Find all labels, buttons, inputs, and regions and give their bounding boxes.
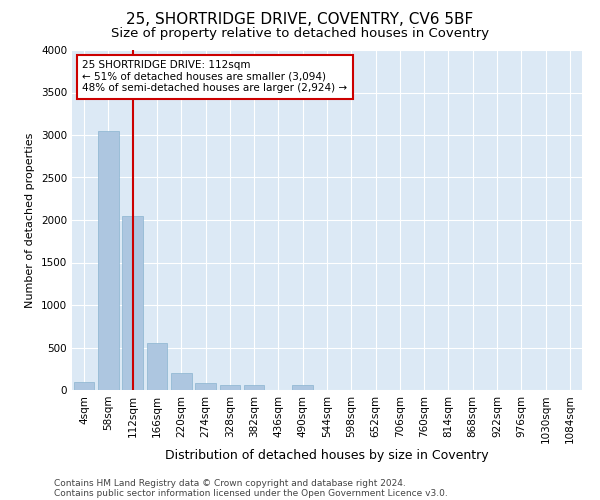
Bar [195,383,216,390]
Bar [244,386,265,390]
Text: Contains public sector information licensed under the Open Government Licence v3: Contains public sector information licen… [54,488,448,498]
Bar [122,216,143,390]
Bar [146,343,167,390]
Bar [98,130,119,390]
Bar [292,385,313,390]
Y-axis label: Number of detached properties: Number of detached properties [25,132,35,308]
Text: 25, SHORTRIDGE DRIVE, COVENTRY, CV6 5BF: 25, SHORTRIDGE DRIVE, COVENTRY, CV6 5BF [127,12,473,28]
Bar [220,385,240,390]
Text: 25 SHORTRIDGE DRIVE: 112sqm
← 51% of detached houses are smaller (3,094)
48% of : 25 SHORTRIDGE DRIVE: 112sqm ← 51% of det… [82,60,347,94]
Text: Size of property relative to detached houses in Coventry: Size of property relative to detached ho… [111,28,489,40]
Text: Contains HM Land Registry data © Crown copyright and database right 2024.: Contains HM Land Registry data © Crown c… [54,478,406,488]
Bar [74,382,94,390]
X-axis label: Distribution of detached houses by size in Coventry: Distribution of detached houses by size … [165,449,489,462]
Bar [171,373,191,390]
